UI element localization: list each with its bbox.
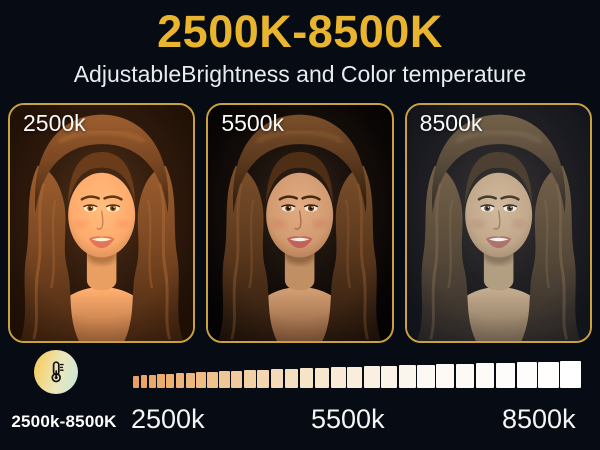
strip-square (475, 363, 495, 388)
photo-card-8500k: 8500k (404, 103, 592, 343)
strip-square (516, 362, 537, 388)
strip-square (455, 363, 474, 388)
strip-square (538, 361, 559, 388)
strip-square (284, 368, 299, 388)
thermometer-icon (51, 361, 64, 383)
strip-label-2500k: 2500k (131, 404, 205, 434)
temperature-strip (133, 358, 587, 388)
strip-square (219, 371, 230, 388)
strip-square (175, 373, 185, 388)
strip-square (347, 366, 363, 388)
photo-card-5500k: 5500k (206, 103, 394, 343)
strip-square (148, 374, 156, 388)
strip-square (330, 367, 346, 388)
portrait-photo-cool (407, 105, 590, 341)
strip-label-5500k: 5500k (311, 404, 385, 434)
photo-temp-label: 2500k (23, 110, 86, 136)
strip-square (381, 365, 398, 388)
strip-square (314, 367, 330, 388)
strip-square (231, 370, 243, 388)
portrait-photo-neutral (208, 105, 391, 341)
strip-square (417, 364, 435, 388)
strip-square (363, 366, 380, 388)
strip-square (299, 368, 314, 388)
strip-square (133, 376, 139, 388)
subtitle: AdjustableBrightness and Color temperatu… (73, 61, 527, 87)
strip-square (398, 365, 416, 388)
thermometer-badge (34, 350, 78, 394)
strip-square (495, 362, 516, 388)
strip-square (560, 361, 582, 388)
strip-square (196, 372, 206, 388)
photo-row: 2500k 5500k 8500k (8, 103, 592, 343)
strip-square (207, 371, 218, 388)
photo-card-2500k: 2500k (8, 103, 196, 343)
strip-square (257, 369, 270, 388)
strip-square (270, 369, 284, 388)
portrait-photo-warm (10, 105, 193, 341)
strip-square (166, 373, 175, 388)
strip-label-8500k: 8500k (502, 404, 576, 434)
page-title: 2500K-8500K (157, 6, 443, 57)
photo-temp-label: 8500k (419, 110, 483, 136)
photo-temp-label: 5500k (221, 110, 284, 136)
strip-square (436, 364, 455, 388)
strip-square (243, 370, 256, 388)
temperature-range-label: 2500k-8500K (11, 412, 117, 431)
strip-square (185, 372, 195, 388)
strip-square (157, 374, 165, 388)
strip-square (140, 375, 148, 388)
